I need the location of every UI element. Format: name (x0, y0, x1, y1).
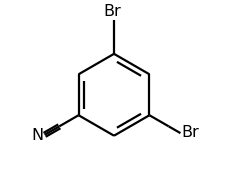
Text: Br: Br (103, 4, 121, 19)
Text: N: N (32, 128, 44, 143)
Text: Br: Br (180, 125, 198, 140)
